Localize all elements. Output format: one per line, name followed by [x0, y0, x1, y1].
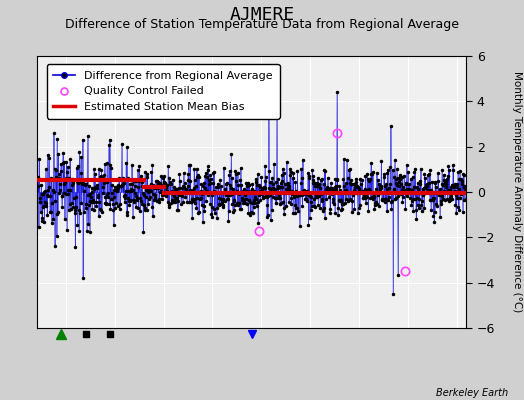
- Text: Station Move: Station Move: [71, 373, 144, 383]
- Legend: Difference from Regional Average, Quality Control Failed, Estimated Station Mean: Difference from Regional Average, Qualit…: [47, 64, 280, 119]
- Text: ■: ■: [337, 372, 349, 384]
- Text: Berkeley Earth: Berkeley Earth: [436, 388, 508, 398]
- Text: ♦: ♦: [54, 372, 65, 384]
- Text: Empirical Break: Empirical Break: [355, 373, 442, 383]
- Text: ▼: ▼: [234, 372, 244, 384]
- Text: Record Gap: Record Gap: [157, 373, 222, 383]
- Text: AJMERE: AJMERE: [230, 6, 294, 24]
- Y-axis label: Monthly Temperature Anomaly Difference (°C): Monthly Temperature Anomaly Difference (…: [512, 71, 522, 313]
- Text: Difference of Station Temperature Data from Regional Average: Difference of Station Temperature Data f…: [65, 18, 459, 31]
- Text: Time of Obs. Change: Time of Obs. Change: [252, 373, 368, 383]
- Text: ▲: ▲: [140, 372, 149, 384]
